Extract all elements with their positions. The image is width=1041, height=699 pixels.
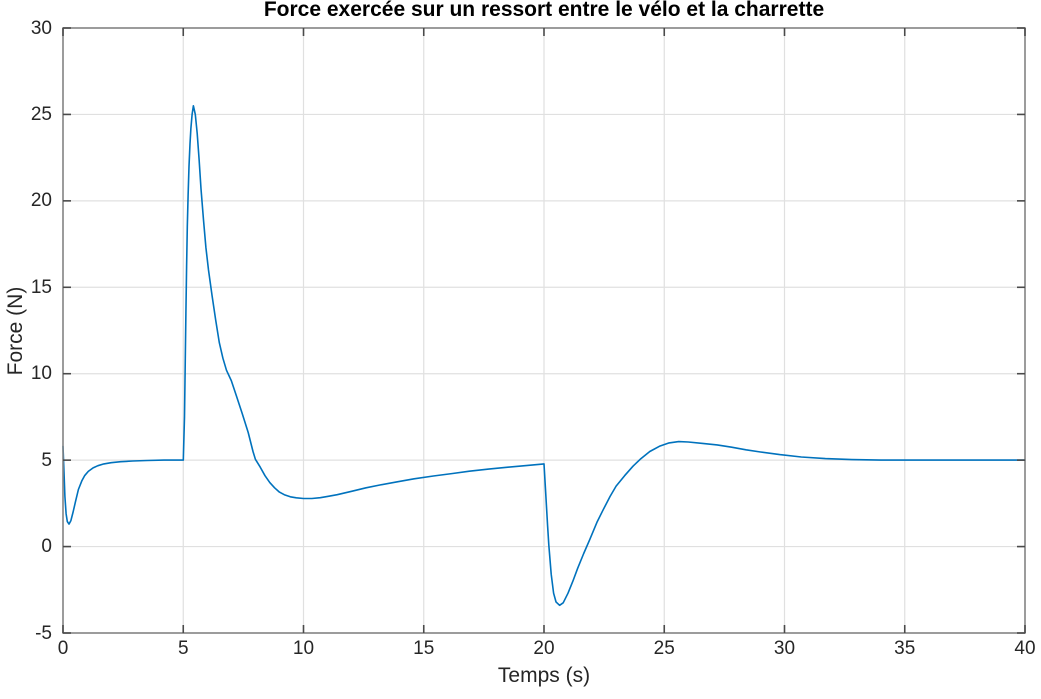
y-tick-label: 10	[30, 363, 52, 385]
x-tick-label: 20	[533, 638, 555, 659]
y-tick-label: 30	[30, 17, 52, 39]
y-tick-label: -5	[35, 622, 52, 644]
chart-title: Force exercée sur un ressort entre le vé…	[263, 0, 825, 21]
x-tick-label: 5	[177, 638, 189, 659]
y-tick-label: 20	[30, 190, 52, 212]
y-tick-label: 0	[41, 536, 52, 558]
y-tick-label: 15	[30, 276, 52, 298]
y-tick-label: 25	[30, 103, 52, 125]
x-tick-label: 15	[413, 638, 435, 659]
x-tick-label: 35	[894, 638, 916, 659]
x-tick-label: 25	[653, 638, 675, 659]
x-tick-label: 10	[292, 638, 315, 659]
x-tick-label: 40	[1014, 638, 1036, 659]
x-tick-label: 30	[773, 638, 796, 659]
x-axis-label: Temps (s)	[497, 664, 591, 687]
force-line	[62, 105, 1026, 607]
y-tick-label: 5	[41, 449, 52, 471]
x-tick-label: 0	[57, 638, 69, 659]
